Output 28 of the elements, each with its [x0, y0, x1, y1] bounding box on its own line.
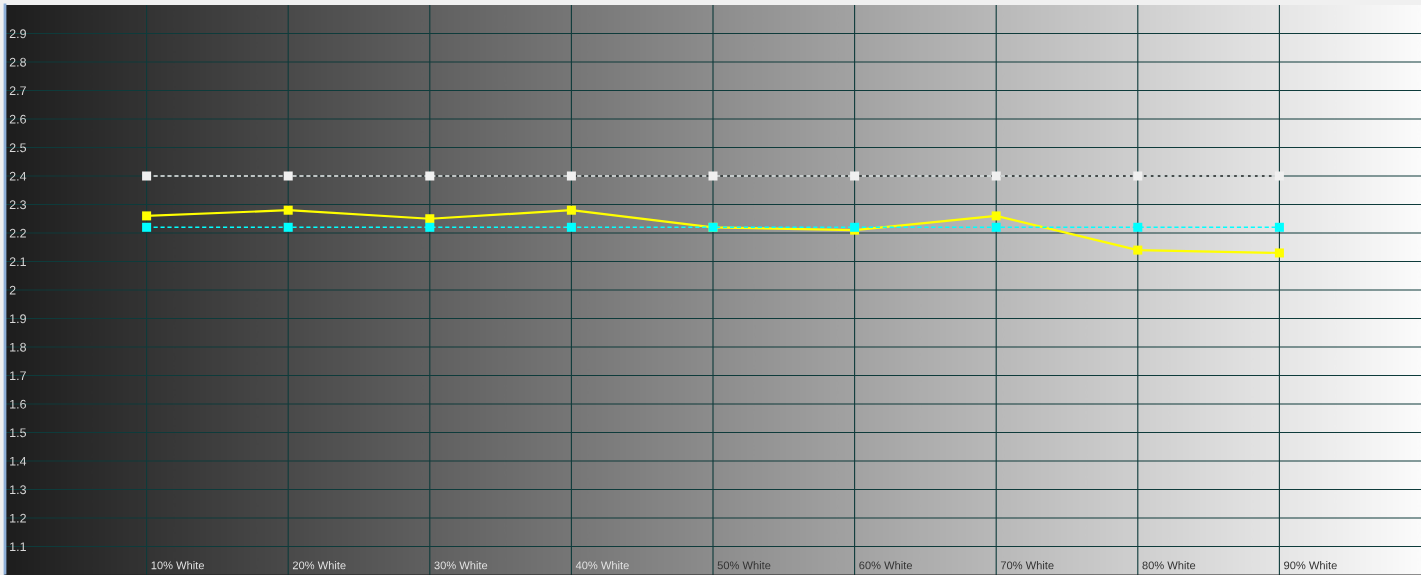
x-tick-label: 40% White — [575, 561, 629, 570]
y-tick-label: 1.3 — [10, 485, 26, 495]
x-tick-label: 50% White — [717, 561, 771, 570]
x-tick-label: 80% White — [1142, 561, 1196, 570]
y-tick-label: 2.5 — [9, 143, 27, 153]
y-tick-label: 1.2 — [10, 513, 26, 523]
y-tick-label: 2.9 — [9, 29, 26, 39]
x-tick-label: 60% White — [859, 561, 912, 570]
y-tick-label: 2 — [9, 285, 16, 295]
y-tick-label: 1.5 — [10, 428, 27, 438]
y-tick-label: 1.7 — [10, 371, 26, 381]
x-tick-label: 70% White — [1000, 561, 1054, 570]
x-tick-label: 10% White — [151, 561, 204, 570]
y-tick-label: 2.8 — [9, 57, 26, 67]
y-tick-label: 1.8 — [10, 342, 26, 352]
y-tick-label: 2.2 — [9, 228, 26, 238]
y-tick-label: 2.1 — [9, 257, 26, 267]
y-tick-label: 2.3 — [9, 200, 26, 210]
x-tick-label: 90% White — [1284, 561, 1337, 570]
x-tick-label: 20% White — [292, 561, 346, 570]
y-tick-label: 2.7 — [9, 86, 26, 96]
y-tick-label: 1.6 — [10, 399, 26, 409]
y-tick-label: 1.4 — [10, 456, 27, 466]
y-tick-label: 2.4 — [9, 171, 27, 181]
x-tick-label: 30% White — [434, 561, 488, 570]
y-tick-label: 1.9 — [10, 314, 26, 324]
y-tick-label: 2.6 — [9, 114, 26, 124]
y-tick-label: 1.1 — [10, 542, 26, 552]
